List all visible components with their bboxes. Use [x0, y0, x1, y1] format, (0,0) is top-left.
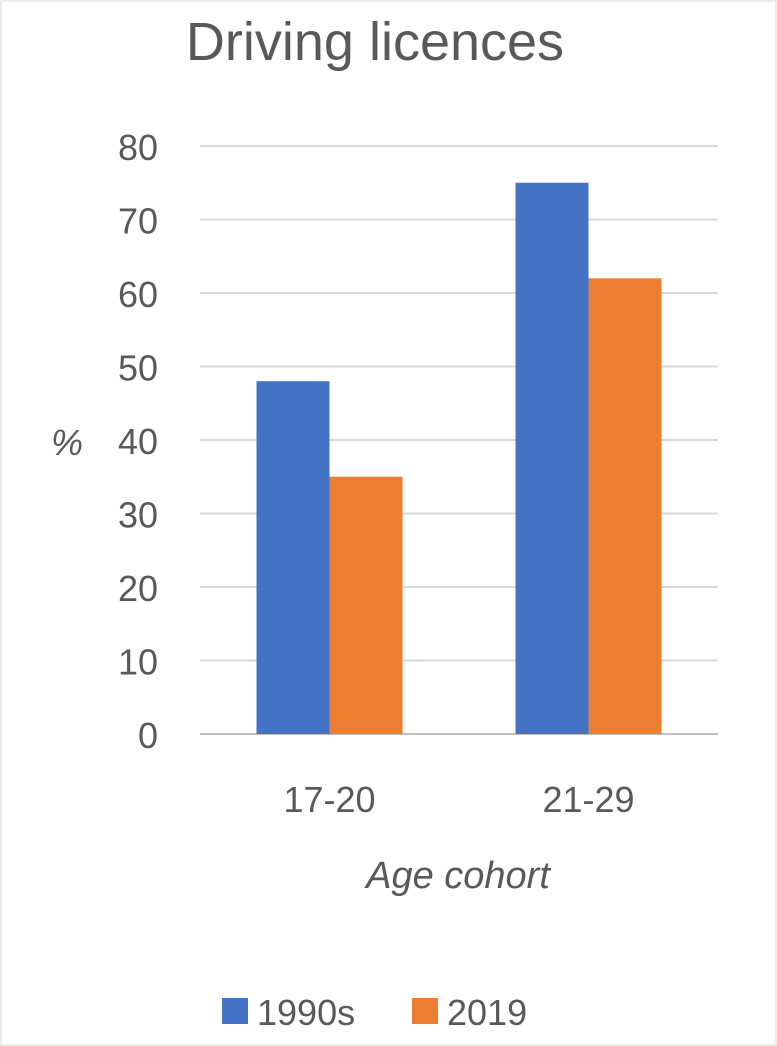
legend-label: 2019	[447, 992, 527, 1033]
legend: 1990s 2019	[222, 992, 527, 1033]
y-tick-label: 10	[118, 642, 158, 683]
y-tick-label: 50	[118, 348, 158, 389]
x-tick-label: 17-20	[283, 779, 375, 820]
x-axis-ticks: 17-20 21-29	[283, 779, 634, 820]
x-tick-label: 21-29	[542, 779, 634, 820]
y-tick-label: 70	[118, 201, 158, 242]
legend-swatch	[412, 998, 438, 1024]
bar	[329, 476, 403, 734]
x-axis-label: Age cohort	[364, 855, 551, 897]
y-tick-label: 20	[118, 568, 158, 609]
bar	[515, 182, 589, 734]
bars	[256, 182, 662, 734]
bar	[256, 381, 330, 734]
chart-title: Driving licences	[186, 12, 564, 72]
y-tick-label: 0	[138, 715, 158, 756]
y-tick-label: 60	[118, 274, 158, 315]
y-axis-ticks: 0 10 20 30 40 50 60 70 80	[118, 127, 158, 756]
y-axis-label: %	[51, 422, 83, 463]
y-tick-label: 80	[118, 127, 158, 168]
bar	[588, 278, 662, 734]
legend-swatch	[222, 998, 248, 1024]
y-tick-label: 40	[118, 421, 158, 462]
legend-label: 1990s	[257, 992, 355, 1033]
y-tick-label: 30	[118, 495, 158, 536]
